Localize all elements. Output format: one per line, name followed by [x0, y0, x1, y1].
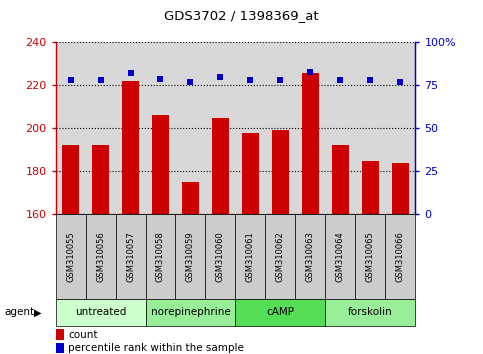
Bar	[212, 118, 229, 214]
Bar	[62, 145, 79, 214]
Text: GSM310056: GSM310056	[96, 231, 105, 282]
Text: GSM310064: GSM310064	[336, 231, 345, 282]
Point	[247, 78, 255, 83]
Bar	[302, 73, 319, 214]
Text: GSM310066: GSM310066	[396, 231, 405, 282]
Bar	[242, 133, 259, 214]
Text: cAMP: cAMP	[267, 307, 295, 318]
Bar	[152, 115, 169, 214]
Text: GSM310059: GSM310059	[186, 231, 195, 282]
Text: GDS3702 / 1398369_at: GDS3702 / 1398369_at	[164, 9, 319, 22]
Text: forskolin: forskolin	[348, 307, 393, 318]
Text: GSM310063: GSM310063	[306, 231, 315, 282]
Text: percentile rank within the sample: percentile rank within the sample	[68, 343, 244, 353]
Point	[337, 78, 344, 83]
Text: GSM310061: GSM310061	[246, 231, 255, 282]
Bar	[182, 182, 199, 214]
Bar	[122, 81, 139, 214]
Bar	[272, 131, 289, 214]
Bar	[362, 160, 379, 214]
Point	[156, 76, 164, 81]
Text: GSM310060: GSM310060	[216, 231, 225, 282]
Point	[67, 78, 74, 83]
Text: GSM310055: GSM310055	[66, 231, 75, 282]
Point	[186, 79, 194, 85]
Text: agent: agent	[5, 307, 35, 318]
Text: GSM310058: GSM310058	[156, 231, 165, 282]
Point	[127, 70, 134, 76]
Point	[307, 69, 314, 74]
Text: GSM310065: GSM310065	[366, 231, 375, 282]
Point	[97, 78, 104, 83]
Text: GSM310062: GSM310062	[276, 231, 285, 282]
Bar	[92, 145, 109, 214]
Text: GSM310057: GSM310057	[126, 231, 135, 282]
Text: count: count	[68, 330, 98, 339]
Point	[367, 78, 374, 83]
Bar	[392, 163, 409, 214]
Point	[277, 78, 284, 83]
Text: untreated: untreated	[75, 307, 126, 318]
Bar	[332, 145, 349, 214]
Text: ▶: ▶	[34, 307, 42, 318]
Point	[216, 74, 224, 80]
Text: norepinephrine: norepinephrine	[151, 307, 230, 318]
Point	[397, 79, 404, 85]
